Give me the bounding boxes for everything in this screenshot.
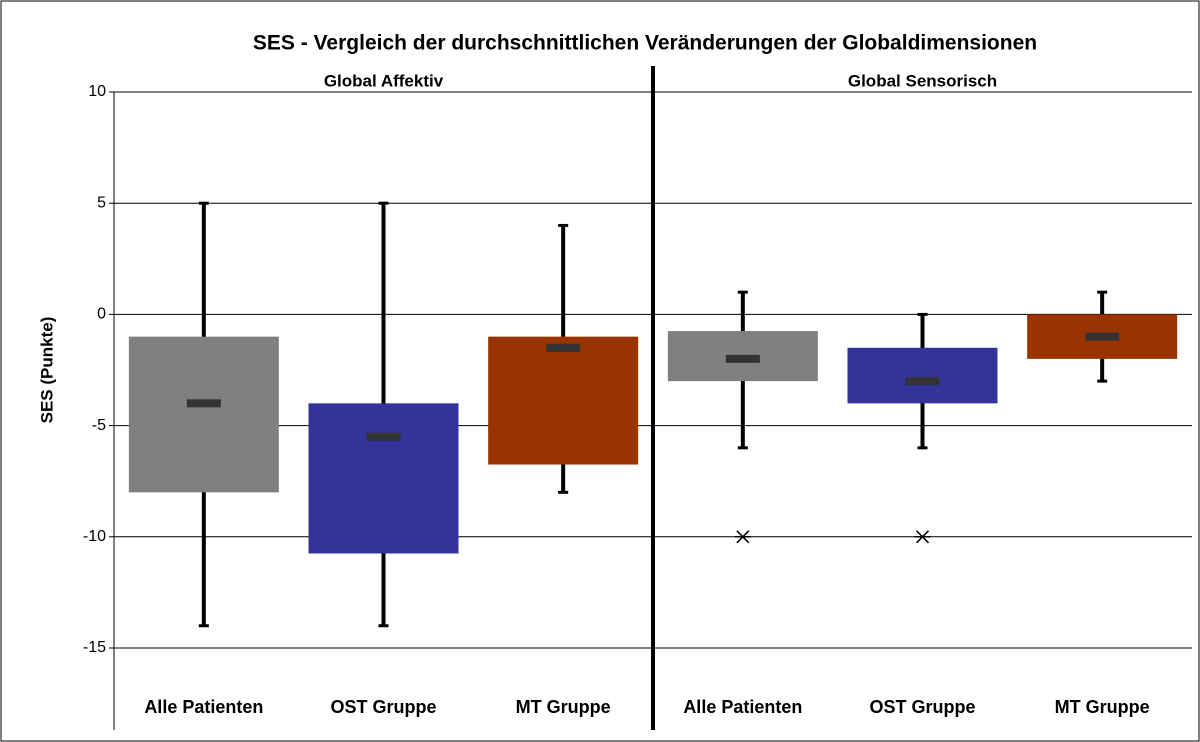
median: [1085, 332, 1120, 341]
y-tick-label: 0: [97, 306, 106, 323]
box: [488, 336, 639, 465]
box: [308, 403, 459, 554]
median: [905, 377, 940, 386]
median: [546, 343, 581, 352]
group-label: Global Sensorisch: [848, 71, 997, 90]
x-tick-label: Alle Patienten: [144, 697, 263, 717]
median: [186, 399, 221, 408]
y-axis-label: SES (Punkte): [37, 317, 56, 424]
x-tick-label: MT Gruppe: [1055, 697, 1150, 717]
outlier: [914, 530, 931, 544]
x-tick-label: Alle Patienten: [683, 697, 802, 717]
x-tick-label: MT Gruppe: [516, 697, 611, 717]
y-tick-label: 10: [88, 83, 106, 100]
chart-title: SES - Vergleich der durchschnittlichen V…: [253, 32, 1037, 55]
median: [725, 354, 760, 363]
x-tick-label: OST Gruppe: [869, 697, 975, 717]
box: [128, 336, 279, 493]
box: [847, 347, 998, 404]
outlier: [734, 530, 751, 544]
x-tick-label: OST Gruppe: [330, 697, 436, 717]
y-tick-label: 5: [97, 194, 106, 211]
y-tick-label: -5: [92, 417, 106, 434]
y-tick-label: -15: [83, 639, 106, 656]
group-label: Global Affektiv: [324, 71, 444, 90]
median: [366, 432, 401, 441]
y-tick-label: -10: [83, 528, 106, 545]
